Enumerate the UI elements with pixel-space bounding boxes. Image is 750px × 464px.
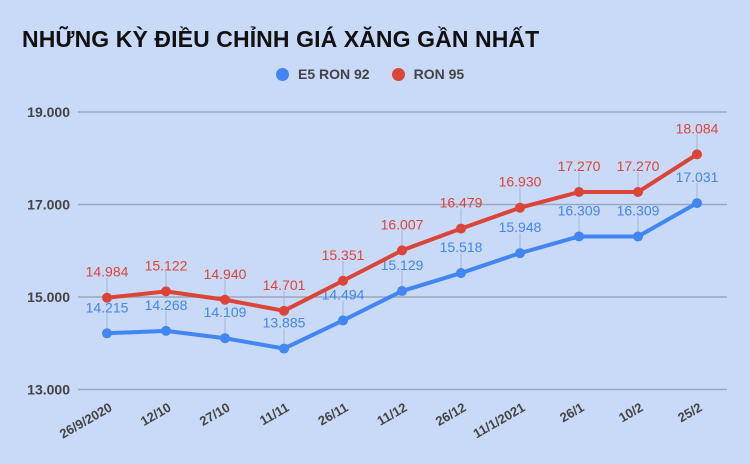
data-label: 14.494: [322, 286, 365, 302]
data-point: [456, 268, 466, 279]
data-label: 16.309: [558, 202, 601, 218]
x-tick-label: 11/1/2021: [471, 400, 528, 442]
data-point: [692, 198, 702, 209]
data-point: [161, 286, 171, 297]
legend-label-e5: E5 RON 92: [298, 66, 370, 82]
data-label: 14.215: [86, 299, 129, 315]
data-label: 16.930: [499, 174, 542, 190]
data-point: [220, 333, 230, 344]
legend-label-ron95: RON 95: [413, 66, 465, 82]
y-tick-label: 13.000: [27, 382, 70, 398]
y-tick-label: 17.000: [27, 197, 70, 213]
x-tick-label: 26/1: [557, 400, 586, 426]
data-label: 15.948: [499, 219, 542, 235]
data-point: [279, 305, 289, 316]
data-point: [338, 315, 348, 326]
data-label: 15.129: [381, 257, 424, 273]
data-label: 14.109: [204, 304, 247, 320]
data-point: [161, 325, 171, 336]
data-point: [456, 223, 466, 234]
data-point: [102, 292, 112, 303]
data-label: 16.309: [617, 202, 660, 218]
data-label: 16.007: [381, 216, 424, 232]
data-label: 18.084: [676, 120, 719, 136]
data-point: [338, 275, 348, 286]
data-label: 16.479: [440, 195, 483, 211]
data-point: [692, 149, 702, 160]
y-tick-label: 19.000: [27, 104, 70, 120]
x-tick-label: 26/9/2020: [57, 400, 115, 442]
data-point: [633, 187, 643, 198]
x-tick-label: 26/11: [315, 400, 350, 429]
legend-marker-e5-icon: [276, 67, 289, 81]
x-tick-label: 25/2: [675, 400, 704, 426]
data-label: 15.351: [322, 247, 365, 263]
chart-title: NHỮNG KỲ ĐIỀU CHỈNH GIÁ XĂNG GẦN NHẤT: [22, 26, 540, 52]
data-label: 13.885: [263, 315, 306, 331]
data-label: 17.270: [617, 158, 660, 174]
x-tick-label: 11/12: [374, 400, 409, 429]
data-point: [102, 328, 112, 339]
data-label: 14.268: [145, 297, 188, 313]
data-label: 15.122: [145, 257, 188, 273]
data-point: [574, 187, 584, 198]
data-point: [515, 202, 525, 213]
legend-item-e5: E5 RON 92: [276, 66, 370, 82]
legend-item-ron95: RON 95: [391, 66, 465, 82]
x-tick-label: 12/10: [138, 400, 174, 429]
x-tick-label: 10/2: [616, 400, 645, 426]
data-point: [220, 294, 230, 305]
x-tick-label: 27/10: [197, 400, 233, 429]
data-label: 17.270: [558, 158, 601, 174]
x-tick-label: 11/11: [257, 400, 291, 429]
data-point: [279, 343, 289, 354]
data-point: [397, 245, 407, 256]
data-label: 14.984: [86, 264, 129, 280]
data-point: [515, 248, 525, 259]
y-tick-label: 15.000: [27, 289, 70, 305]
data-point: [633, 231, 643, 242]
data-label: 17.031: [676, 169, 719, 185]
data-point: [397, 286, 407, 297]
chart-legend: E5 RON 92 RON 95: [276, 66, 486, 82]
data-label: 14.701: [263, 277, 306, 293]
data-label: 14.940: [204, 266, 247, 282]
data-label: 15.518: [440, 239, 483, 255]
x-tick-label: 26/12: [433, 400, 469, 429]
legend-marker-ron95-icon: [391, 67, 405, 81]
data-point: [574, 231, 584, 242]
